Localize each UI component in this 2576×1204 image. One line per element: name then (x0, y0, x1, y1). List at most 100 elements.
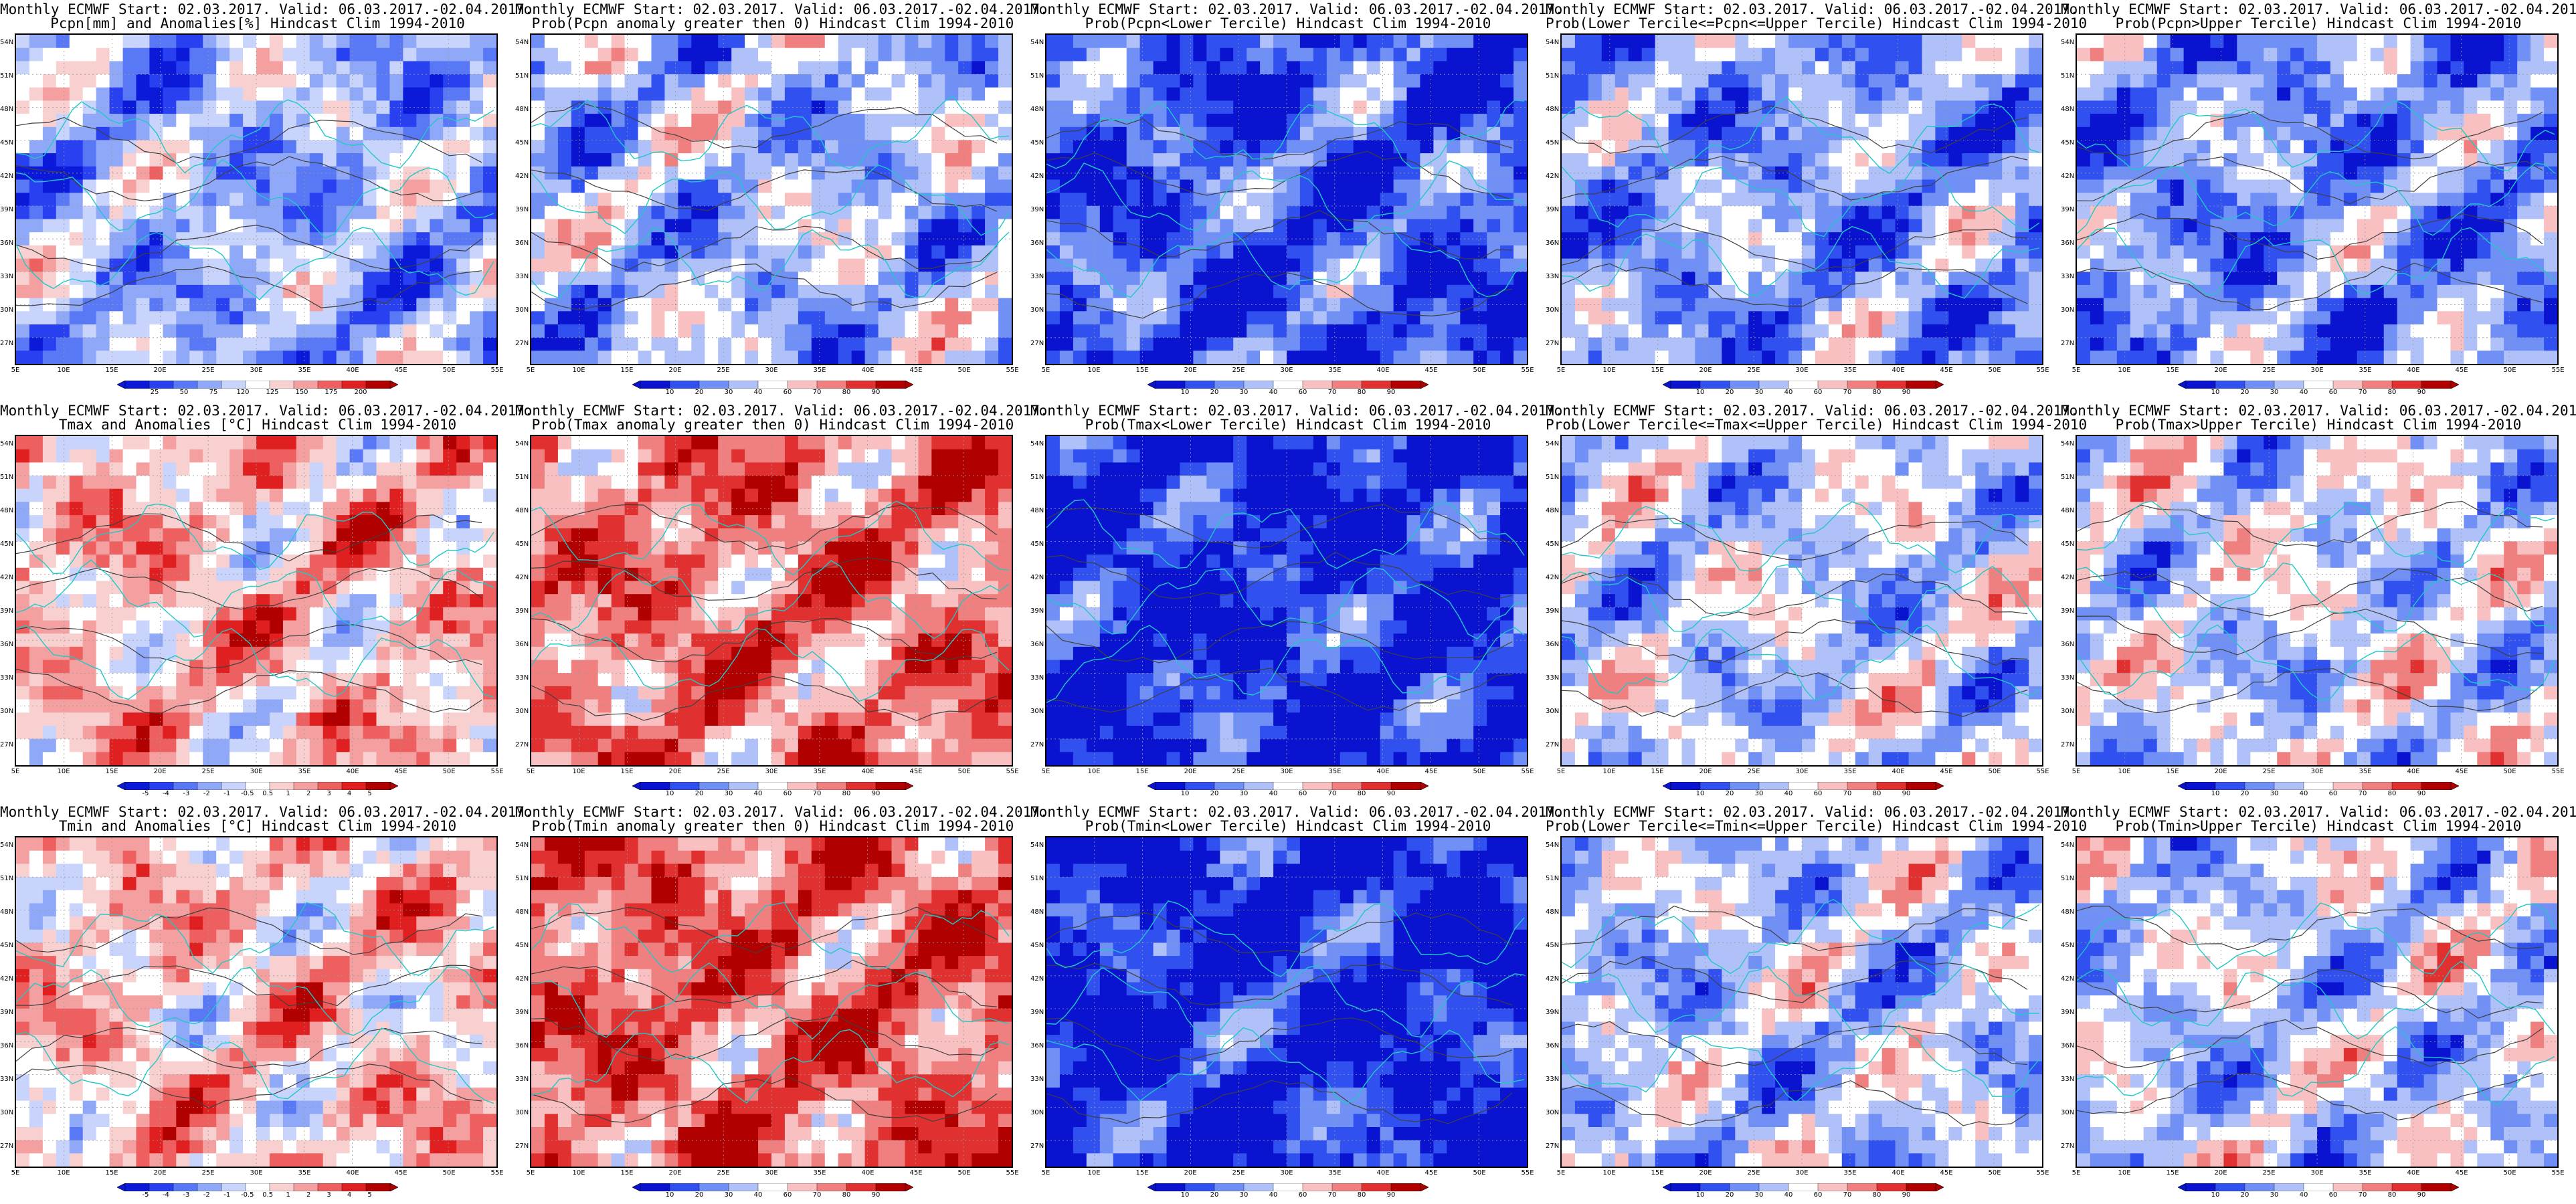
field-cell (638, 258, 652, 272)
longitude-label: 10E (1087, 367, 1101, 374)
field-cell (1562, 61, 1576, 75)
field-cell (1313, 140, 1327, 154)
field-cell (597, 272, 612, 286)
field-cell (16, 153, 30, 167)
field-cell (771, 272, 786, 286)
field-cell (584, 272, 599, 286)
field-cell (1206, 219, 1220, 233)
field-cell (1166, 350, 1180, 364)
field-cell (771, 87, 786, 101)
field-cell (1233, 47, 1247, 62)
field-cell (309, 100, 324, 114)
field-cell (1775, 245, 1789, 260)
field-cell (2517, 258, 2531, 272)
colorbar-swatch (846, 380, 877, 389)
field-cell (189, 232, 203, 246)
field-cell (638, 140, 652, 154)
field-cell (2183, 245, 2198, 260)
field-cell (376, 193, 390, 207)
colorbar-tick-label: 30 (724, 389, 733, 396)
field-cell (176, 272, 190, 286)
field-cell (296, 245, 310, 260)
field-cell (443, 337, 457, 351)
field-cell (958, 35, 972, 49)
field-cell (2544, 140, 2557, 154)
field-cell (2090, 258, 2104, 272)
field-cell (1841, 193, 1856, 207)
field-cell (1299, 179, 1314, 193)
field-cell (16, 35, 30, 49)
field-cell (16, 272, 30, 286)
field-cell (1775, 219, 1789, 233)
field-cell (1326, 61, 1341, 75)
field-cell (2477, 284, 2491, 299)
field-cell (349, 74, 364, 88)
field-cell (1113, 245, 1127, 260)
field-cell (1641, 47, 1656, 62)
map-field-svg (531, 35, 1012, 364)
field-cell (430, 232, 444, 246)
field-cell (323, 284, 337, 299)
field-cell (1748, 258, 1762, 272)
field-cell (1500, 87, 1514, 101)
field-cell (1908, 324, 1923, 338)
field-cell (349, 166, 364, 181)
field-cell (29, 179, 43, 193)
field-cell (2130, 324, 2144, 338)
field-cell (705, 179, 719, 193)
field-cell (69, 272, 84, 286)
field-cell (1393, 324, 1408, 338)
field-cell (282, 337, 297, 351)
field-cell (931, 74, 945, 88)
colorbar-swatch (640, 380, 670, 389)
field-cell (597, 205, 612, 220)
field-cell (256, 350, 270, 364)
field-cell (1668, 140, 1683, 154)
field-cell (758, 258, 772, 272)
field-cell (56, 61, 70, 75)
field-cell (557, 258, 572, 272)
field-cell (2090, 205, 2104, 220)
field-cell (2304, 126, 2318, 141)
field-cell (96, 47, 110, 62)
field-cell (1046, 61, 1061, 75)
field-cell (2423, 179, 2438, 193)
field-cell (638, 126, 652, 141)
field-cell (2103, 258, 2118, 272)
field-cell (2490, 100, 2504, 114)
field-cell (824, 179, 839, 193)
colorbar-swatch (757, 380, 788, 389)
longitude-label: 10E (2118, 367, 2131, 374)
field-cell (483, 179, 496, 193)
field-cell (69, 337, 84, 351)
field-cell (2517, 74, 2531, 88)
field-cell (2130, 153, 2144, 167)
field-cell (1180, 232, 1194, 246)
field-cell (2330, 337, 2344, 351)
field-cell (2410, 245, 2425, 260)
field-cell (2423, 140, 2438, 154)
field-cell (1460, 350, 1474, 364)
field-cell (363, 61, 377, 75)
field-cell (1326, 324, 1341, 338)
field-cell (1562, 324, 1576, 338)
field-cell (1487, 35, 1501, 49)
field-cell (189, 324, 203, 338)
field-cell (2330, 153, 2344, 167)
field-cell (256, 126, 270, 141)
field-cell (2029, 337, 2042, 351)
field-cell (1815, 311, 1829, 325)
field-cell (2170, 140, 2185, 154)
field-cell (2143, 272, 2158, 286)
field-cell (2343, 153, 2358, 167)
field-cell (824, 298, 839, 312)
field-cell (136, 284, 150, 299)
field-cell (1841, 298, 1856, 312)
field-cell (1247, 74, 1261, 88)
field-cell (878, 272, 893, 286)
field-cell (1802, 272, 1816, 286)
field-cell (323, 47, 337, 62)
field-cell (163, 462, 177, 476)
field-cell (1868, 153, 1883, 167)
field-cell (2437, 324, 2451, 338)
